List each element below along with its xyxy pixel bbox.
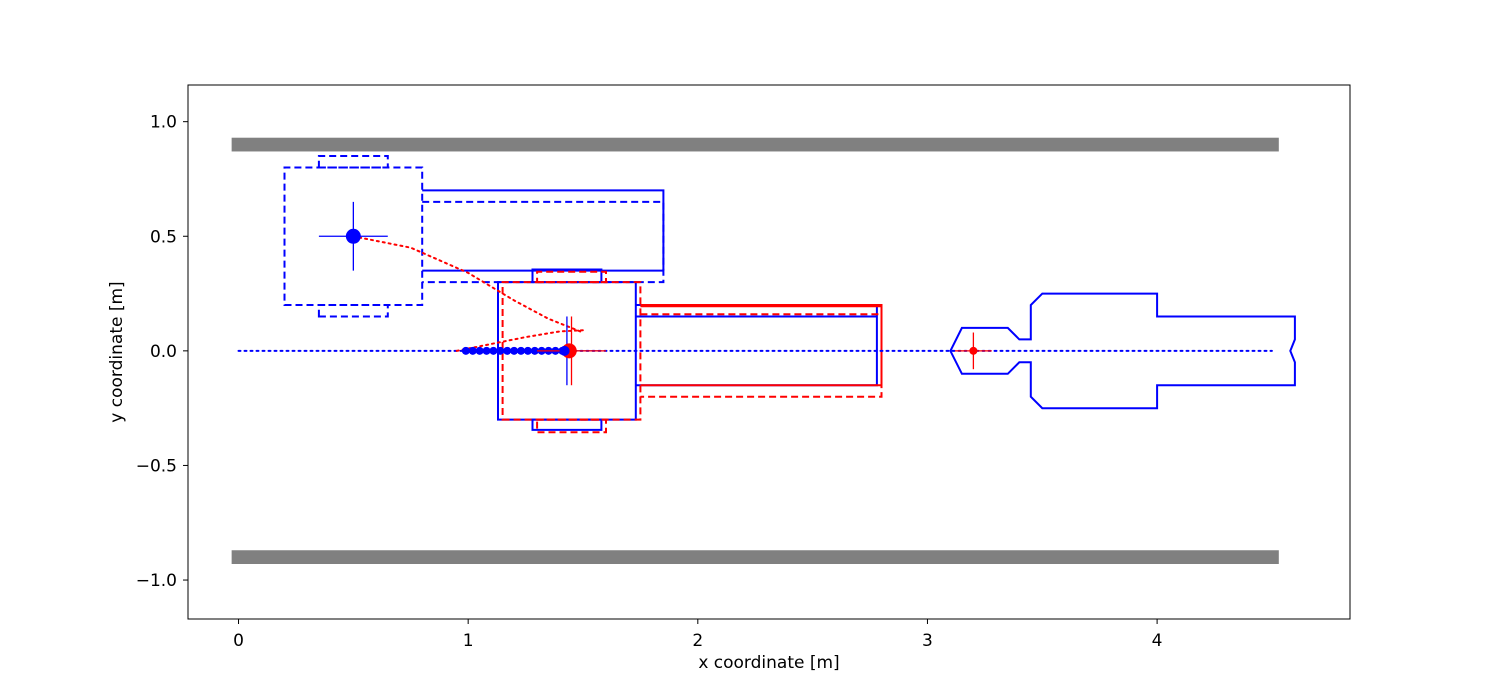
trajectory-marker (503, 346, 512, 355)
x-tick-label: 0 (233, 631, 244, 651)
outline-blue-7 (531, 268, 603, 284)
x-axis-label: x coordinate [m] (698, 653, 839, 673)
axes-frame (187, 84, 1351, 620)
trajectory-marker (468, 346, 477, 355)
position-marker-3 (969, 346, 978, 355)
outline-blue-8 (531, 418, 603, 431)
x-tick-label: 2 (692, 631, 703, 651)
trajectory-marker (482, 346, 491, 355)
trajectory-marker (475, 346, 484, 355)
trajectory-marker (489, 346, 498, 355)
axis-ticks: 0 1 2 3 4 1.0 0.5 0.0 −0.5 −1.0 (136, 113, 1163, 651)
series-line-1 (352, 235, 584, 334)
outline-blue-3 (422, 189, 665, 271)
y-tick-label: 1.0 (150, 113, 177, 133)
outline-red-13 (536, 418, 607, 434)
trajectory-marker (516, 346, 525, 355)
outline-red-15 (640, 313, 883, 398)
wall-top (231, 137, 1279, 152)
position-marker-2 (559, 345, 570, 356)
outline-blue-17 (949, 292, 1296, 410)
position-marker-0 (345, 228, 361, 244)
y-tick-label: 0.5 (150, 227, 177, 247)
outline-red-12 (536, 270, 607, 284)
trajectory-marker (496, 346, 505, 355)
y-tick-label: −0.5 (136, 456, 177, 476)
x-tick-label: 1 (463, 631, 474, 651)
series-line-2 (455, 329, 584, 352)
y-tick-label: −1.0 (136, 571, 177, 591)
trajectory-marker (523, 346, 532, 355)
wall-bottom (231, 550, 1279, 564)
trajectory-marker (461, 346, 470, 355)
outline-red-14 (640, 304, 883, 387)
trajectory-marker (510, 346, 519, 355)
x-tick-label: 4 (1152, 631, 1163, 651)
y-tick-label: 0.0 (150, 342, 177, 362)
outline-blue-2 (317, 304, 389, 318)
plot-area (231, 137, 1296, 564)
x-tick-label: 3 (922, 631, 933, 651)
y-axis-label: y coordinate [m] (107, 281, 127, 422)
outline-blue-1 (317, 155, 389, 169)
